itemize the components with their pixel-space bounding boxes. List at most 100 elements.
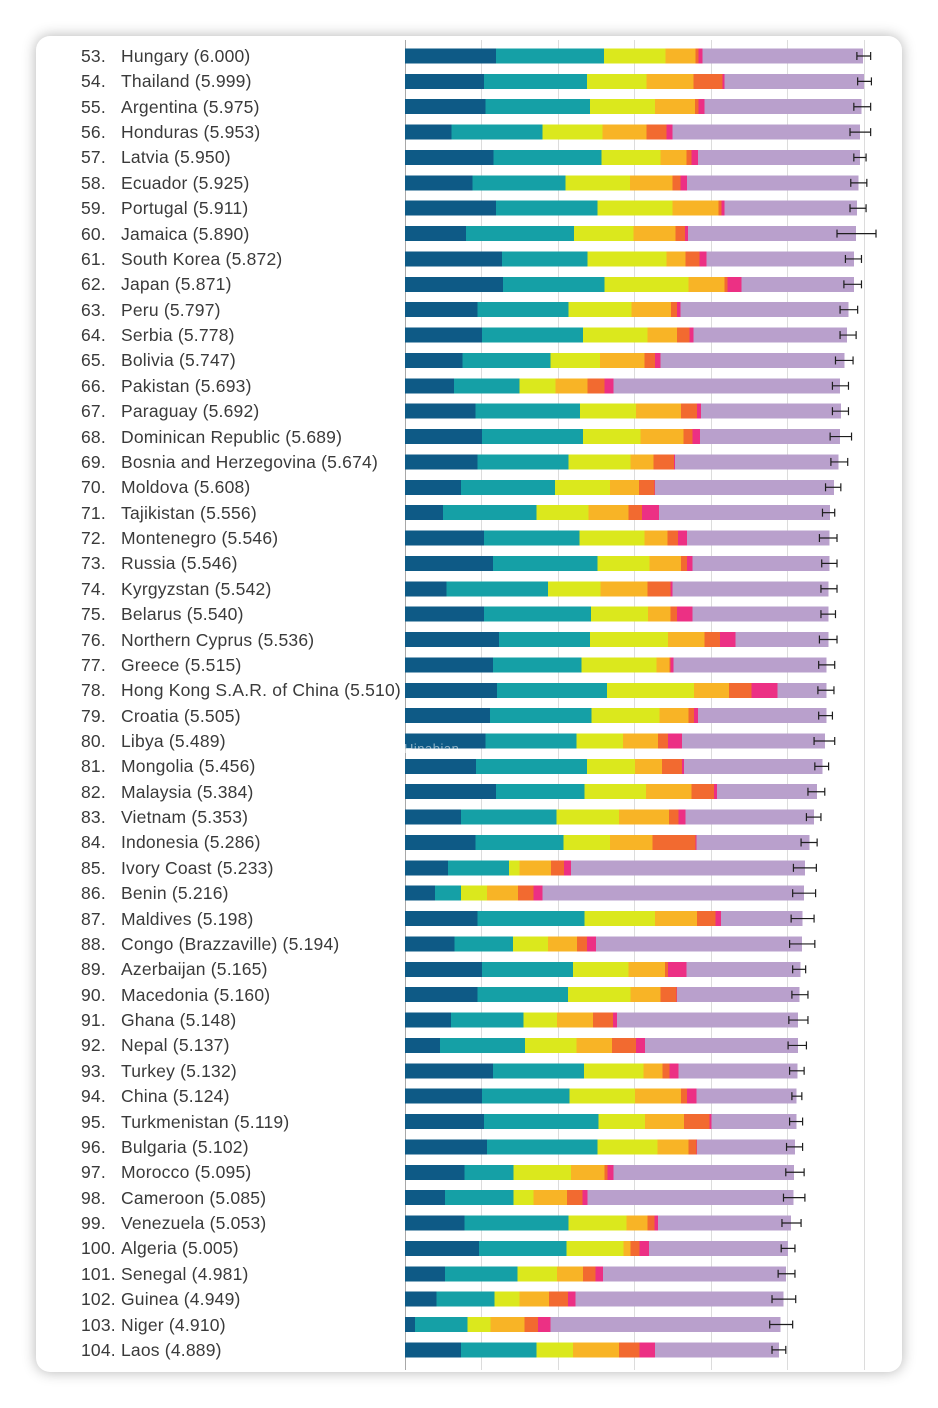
error-bar [789, 1117, 804, 1126]
error-bar [817, 686, 835, 695]
bar-segment-2 [476, 758, 587, 774]
bar-segment-5 [551, 860, 565, 876]
bar-segment-7 [777, 682, 827, 698]
error-bar [831, 407, 850, 416]
error-bar [818, 711, 834, 720]
error-bar [781, 1219, 802, 1228]
bar-segment-3 [494, 1291, 520, 1307]
bar-segment-4 [666, 251, 686, 267]
bar-segment-6 [681, 758, 685, 774]
bar-segment-4 [557, 1012, 594, 1028]
country-label: Niger (4.910) [121, 1314, 226, 1335]
bar-segment-6 [668, 961, 687, 977]
bar-segment-4 [657, 1139, 689, 1155]
bar-segment-3 [536, 505, 589, 521]
bar-segment-4 [599, 352, 645, 368]
rank-label: 75. [81, 604, 106, 625]
bar-segment-1 [405, 1190, 445, 1206]
bars [405, 48, 864, 1358]
bar-segment-6 [538, 1317, 551, 1332]
bar-segment-6 [684, 226, 688, 242]
bar-segment-4 [609, 834, 653, 850]
error-bar [836, 229, 877, 238]
bar-segment-3 [590, 632, 669, 648]
bar-segment-3 [519, 378, 556, 394]
bar-segment-2 [477, 987, 568, 1003]
rank-label: 69. [81, 451, 106, 472]
bar-row [405, 276, 854, 292]
country-label: Cameroon (5.085) [121, 1187, 267, 1208]
bar-segment-2 [440, 1037, 526, 1053]
country-label: Portugal (5.911) [121, 198, 249, 219]
rank-label: 64. [81, 325, 106, 346]
bar-segment-6 [720, 632, 736, 648]
country-label: Congo (Brazzaville) (5.194) [121, 933, 340, 954]
bar-segment-2 [482, 429, 584, 445]
bar-segment-3 [591, 708, 660, 724]
rank-label: 98. [81, 1187, 106, 1208]
bar-segment-6 [669, 1063, 679, 1079]
bar-segment-3 [467, 1317, 491, 1332]
bar-row [405, 606, 829, 622]
bar-segment-4 [629, 175, 673, 191]
bar-segment-2 [483, 606, 591, 622]
bar-segment-6 [721, 200, 725, 216]
bar-segment-2 [475, 403, 581, 419]
error-bar [824, 483, 842, 492]
error-bar [777, 1269, 796, 1278]
country-label: Hong Kong S.A.R. of China (5.510) [121, 680, 401, 701]
bar-segment-1 [405, 1037, 441, 1053]
country-label: Moldova (5.608) [121, 477, 251, 498]
bar-segment-5 [681, 555, 688, 571]
bar-segment-5 [646, 124, 667, 140]
bar-row [405, 454, 839, 470]
error-bar [805, 813, 822, 822]
error-bar [792, 965, 807, 974]
bar-segment-1 [405, 276, 503, 292]
country-label: Dominican Republic (5.689) [121, 426, 343, 447]
bar-segment-1 [405, 1317, 415, 1332]
bar-row [405, 99, 862, 115]
error-bar [857, 77, 873, 86]
bar-segment-1 [405, 403, 476, 419]
bar-row [405, 581, 829, 597]
bar-segment-5 [658, 733, 669, 749]
bar-segment-2 [499, 632, 591, 648]
error-bar [843, 280, 863, 289]
error-bar [788, 1016, 809, 1025]
bar-segment-7 [575, 1291, 784, 1307]
country-label: Croatia (5.505) [121, 705, 241, 726]
country-label: Paraguay (5.692) [121, 401, 260, 422]
bar-segment-6 [564, 860, 571, 876]
bar-segment-1 [405, 581, 447, 597]
bar-segment-5 [695, 48, 699, 64]
bar-segment-1 [405, 632, 500, 648]
error-bar [792, 863, 817, 872]
bar-row [405, 1063, 798, 1079]
bar-segment-1 [405, 657, 493, 673]
country-label: Bolivia (5.747) [121, 350, 236, 371]
bar-segment-5 [686, 149, 692, 165]
bar-segment-7 [702, 48, 864, 64]
bar-segment-6 [699, 251, 707, 267]
bar-segment-4 [665, 48, 696, 64]
bar-segment-7 [680, 302, 849, 318]
bar-segment-5 [681, 1088, 688, 1104]
rank-label: 95. [81, 1111, 106, 1132]
bar-segment-6 [642, 505, 659, 521]
rank-label: 100. [81, 1238, 116, 1259]
error-bar [849, 128, 872, 137]
bar-segment-7 [735, 632, 829, 648]
bar-segment-6 [680, 175, 688, 191]
bar-segment-7 [697, 149, 860, 165]
bar-segment-6 [687, 1088, 697, 1104]
bar-segment-7 [687, 175, 859, 191]
rank-label: 62. [81, 274, 106, 295]
bar-segment-6 [533, 885, 543, 901]
bar-segment-7 [645, 1037, 799, 1053]
bar-segment-5 [653, 454, 675, 470]
bar-segment-7 [677, 987, 800, 1003]
bar-segment-6 [692, 429, 701, 445]
bar-segment-3 [569, 1088, 636, 1104]
bar-segment-6 [654, 1215, 659, 1231]
